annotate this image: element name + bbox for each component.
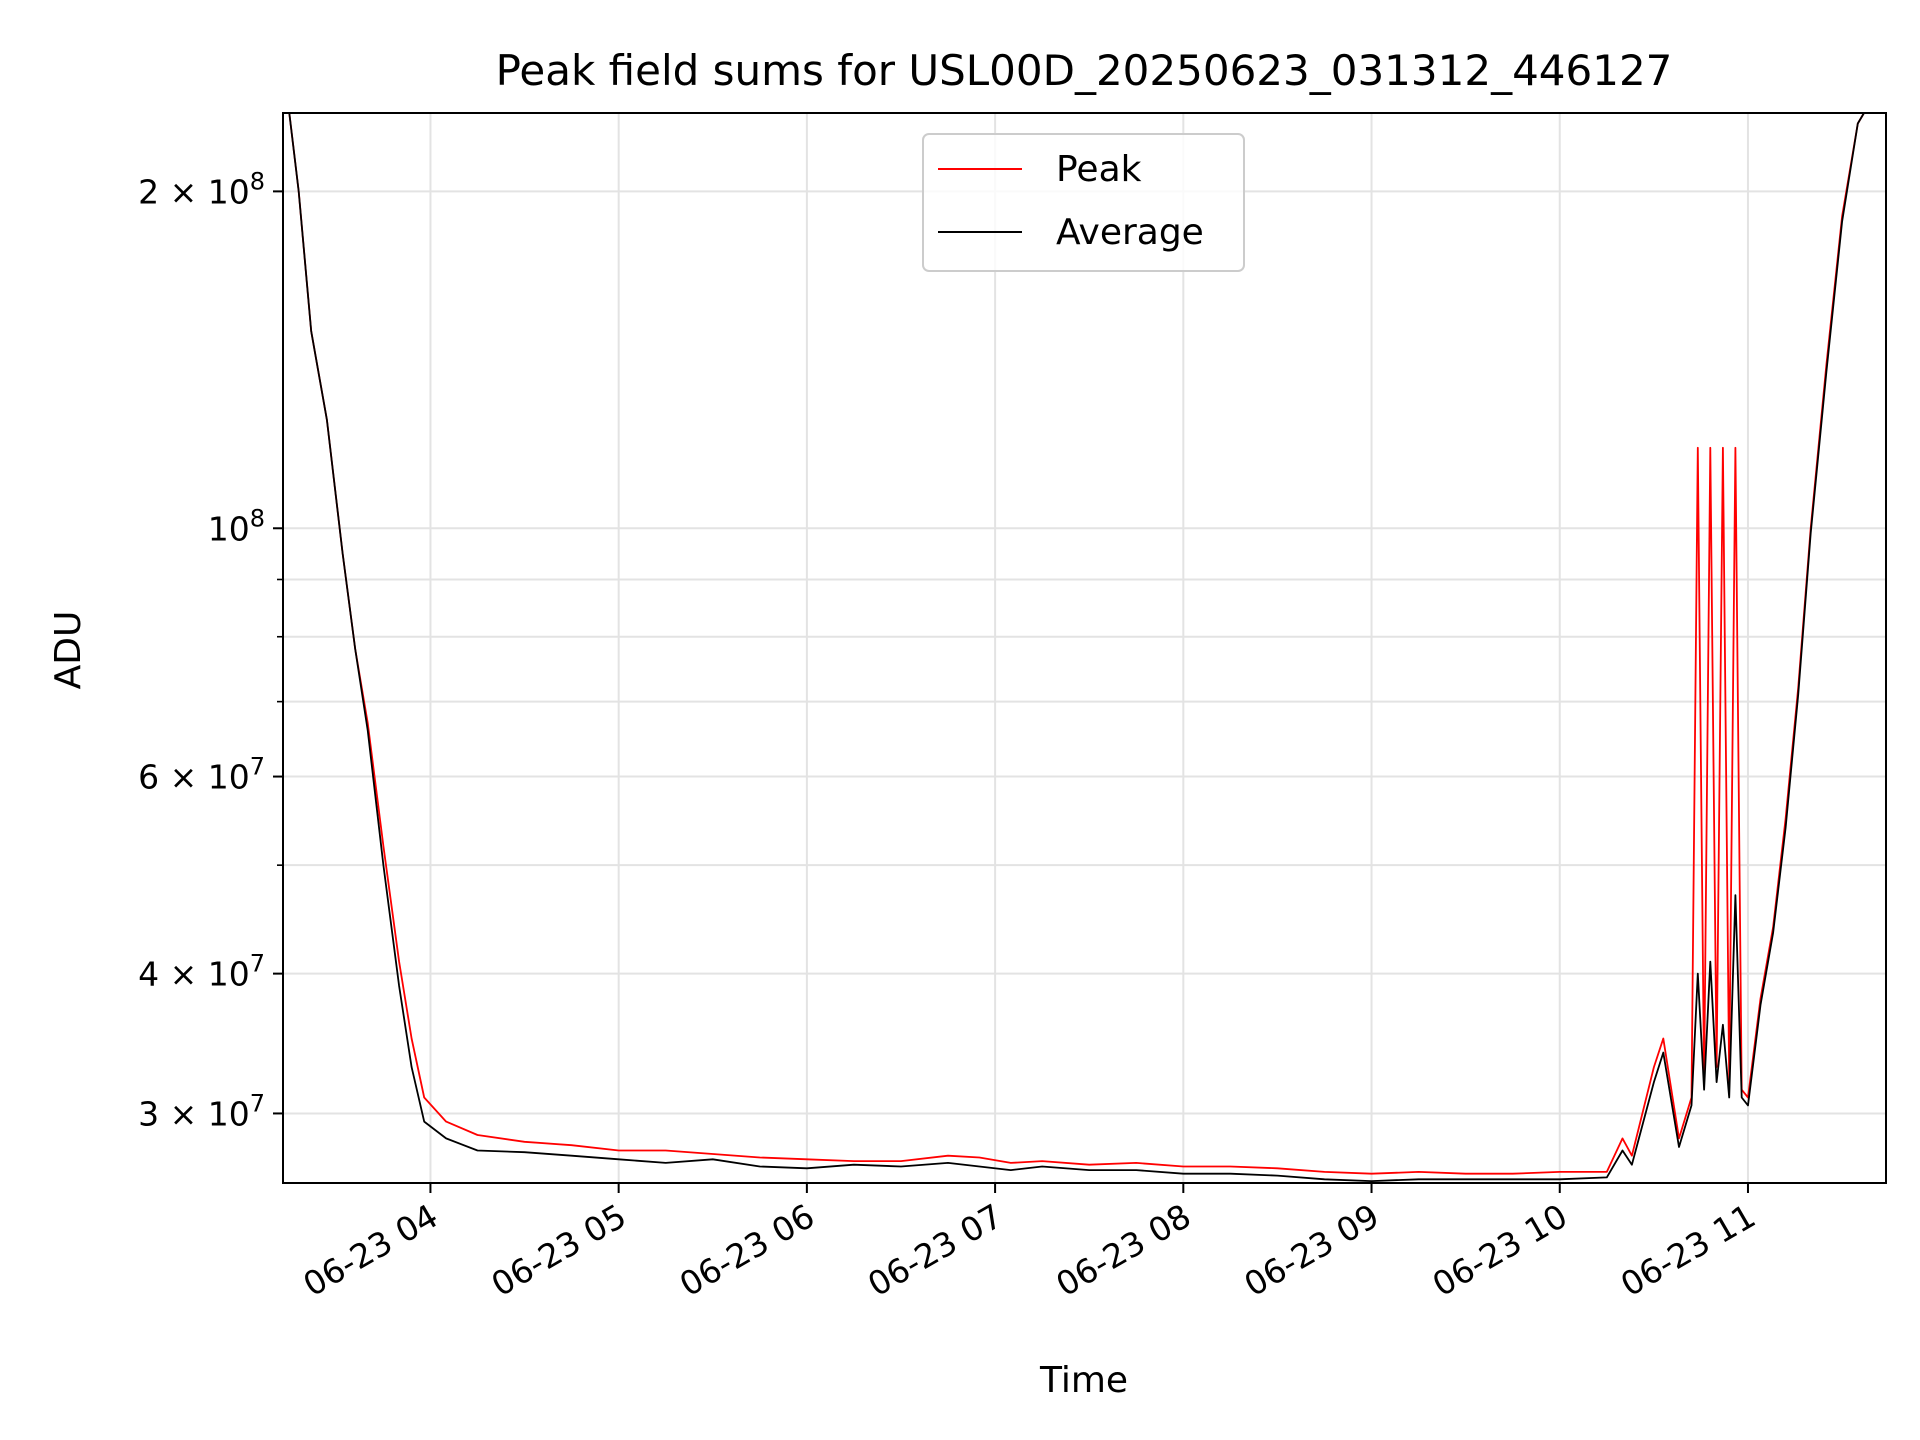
chart-title: Peak field sums for USL00D_20250623_0313…	[496, 46, 1673, 95]
series-line-peak	[288, 112, 1865, 1175]
y-tick-label: 4 × 107	[138, 950, 265, 994]
series-layer	[288, 112, 1865, 1182]
y-tick-label: 3 × 107	[138, 1089, 265, 1133]
legend-label-average: Average	[1056, 212, 1204, 253]
y-tick-label: 108	[208, 504, 265, 548]
y-axis-label: ADU	[48, 611, 89, 690]
series-line-average	[288, 112, 1865, 1182]
grid	[283, 113, 1886, 1183]
y-axis: 2 × 108 108 6 × 107 4 × 107 3 × 107	[138, 167, 283, 1133]
y-tick-label: 2 × 108	[138, 167, 265, 211]
legend-label-peak: Peak	[1056, 149, 1142, 190]
x-axis-label: Time	[1039, 1360, 1128, 1401]
legend: Peak Average	[922, 133, 1245, 272]
y-tick-label: 6 × 107	[138, 753, 265, 797]
plot-frame	[282, 112, 1887, 1184]
